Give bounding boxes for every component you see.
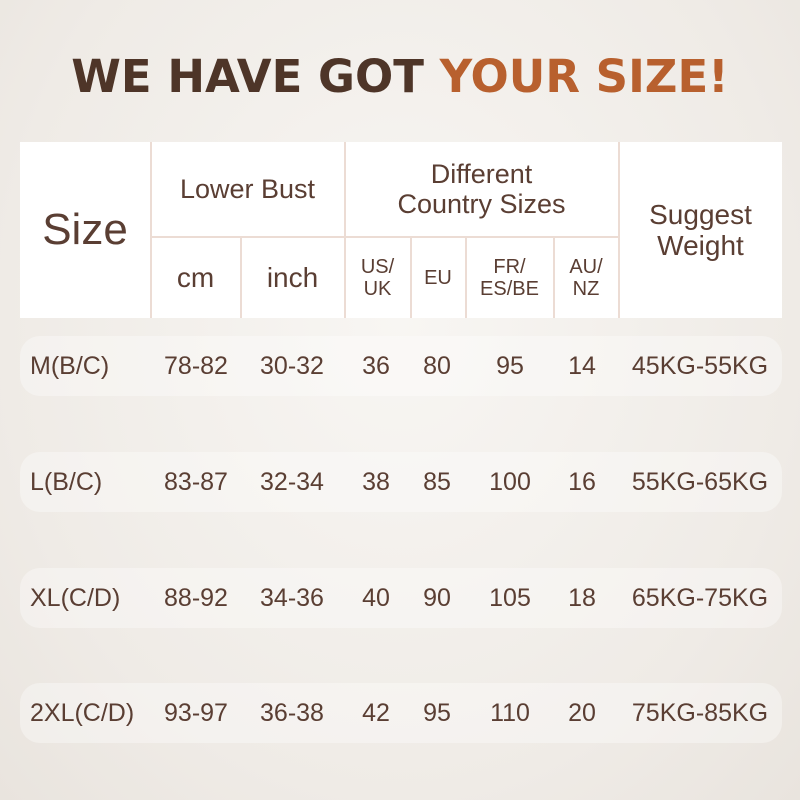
table-cell: 45KG-55KG <box>631 352 769 380</box>
table-cell: 32-34 <box>260 468 324 496</box>
table-cell: 40 <box>362 584 390 612</box>
table-cell: XL(C/D) <box>30 584 121 612</box>
table-cell: 78-82 <box>164 352 228 380</box>
table-cell: 16 <box>568 468 596 496</box>
divider <box>240 237 242 318</box>
table-row: XL(C/D) 88-92 34-36 40 90 105 18 65KG-75KG <box>20 568 782 628</box>
table-cell: 95 <box>496 352 524 380</box>
header-lower-bust: Lower Bust <box>179 173 316 204</box>
header-au-nz: AU/ NZ <box>569 255 603 300</box>
table-cell: 30-32 <box>260 352 324 380</box>
header-country-sizes: Different Country Sizes <box>397 158 566 219</box>
table-cell: 93-97 <box>164 699 228 727</box>
table-cell: 83-87 <box>164 468 228 496</box>
divider <box>344 142 346 318</box>
table-cell: 88-92 <box>164 584 228 612</box>
table-cell: 80 <box>423 352 451 380</box>
table-cell: 36-38 <box>260 699 324 727</box>
table-cell: 95 <box>423 699 451 727</box>
table-cell: 55KG-65KG <box>631 468 769 496</box>
table-cell: 38 <box>362 468 390 496</box>
title-highlight: YOUR SIZE! <box>439 50 729 103</box>
divider <box>410 237 412 318</box>
table-row: L(B/C) 83-87 32-34 38 85 100 16 55KG-65KG <box>20 452 782 512</box>
table-cell: 34-36 <box>260 584 324 612</box>
table-cell: 90 <box>423 584 451 612</box>
title-part1: WE HAVE GOT <box>71 50 440 103</box>
table-cell: 36 <box>362 352 390 380</box>
table-header: Size Lower Bust cm inch Different Countr… <box>20 142 782 318</box>
table-cell: 75KG-85KG <box>631 699 769 727</box>
table-cell: 20 <box>568 699 596 727</box>
divider <box>150 236 618 238</box>
divider <box>553 237 555 318</box>
table-cell: 18 <box>568 584 596 612</box>
table-row: M(B/C) 78-82 30-32 36 80 95 14 45KG-55KG <box>20 336 782 396</box>
table-cell: 65KG-75KG <box>631 584 769 612</box>
header-suggest-weight: Suggest Weight <box>649 198 752 261</box>
divider <box>618 142 620 318</box>
header-cm: cm <box>176 262 215 294</box>
table-cell: M(B/C) <box>30 352 110 380</box>
table-cell: 42 <box>362 699 390 727</box>
header-inch: inch <box>266 262 319 294</box>
header-eu: EU <box>424 266 452 289</box>
table-cell: 2XL(C/D) <box>30 699 135 727</box>
header-us-uk: US/ UK <box>360 255 395 300</box>
page-title: WE HAVE GOT YOUR SIZE! <box>0 50 800 103</box>
header-fr-es-be: FR/ ES/BE <box>480 255 539 300</box>
table-row: 2XL(C/D) 93-97 36-38 42 95 110 20 75KG-85KG <box>20 683 782 743</box>
table-cell: 110 <box>490 699 530 727</box>
table-cell: L(B/C) <box>30 468 103 496</box>
divider <box>465 237 467 318</box>
table-cell: 14 <box>568 352 596 380</box>
table-cell: 85 <box>423 468 451 496</box>
table-cell: 105 <box>489 584 531 612</box>
header-size: Size <box>42 205 128 255</box>
divider <box>150 142 152 318</box>
table-cell: 100 <box>489 468 531 496</box>
